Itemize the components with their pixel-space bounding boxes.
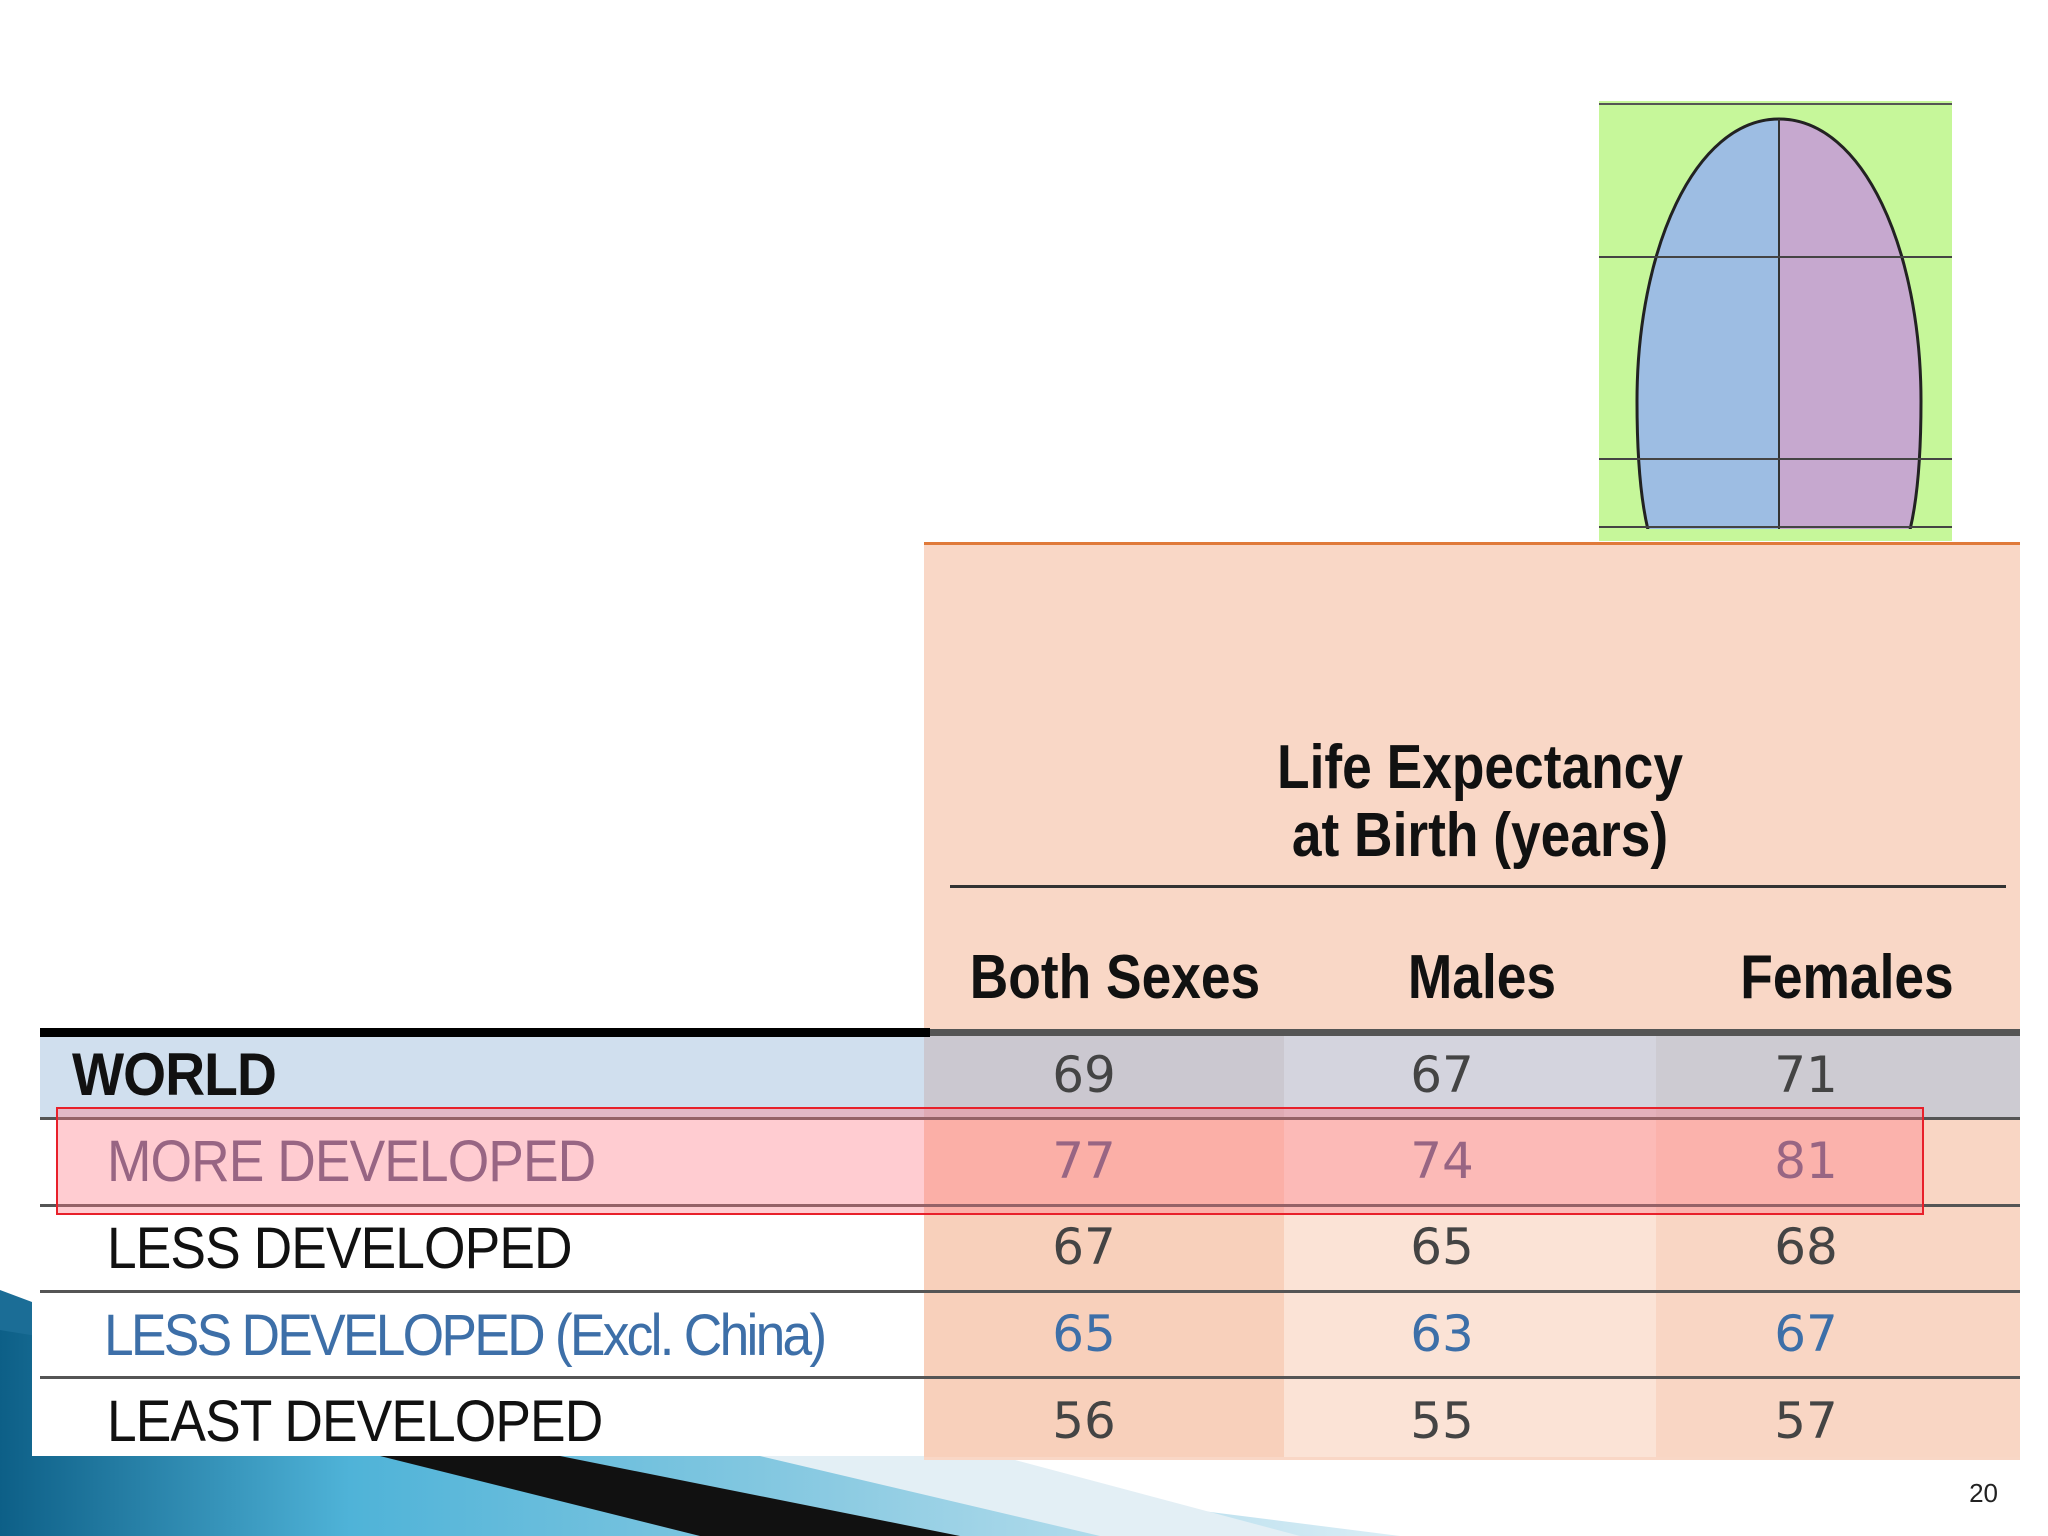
row-label-less-developed: LESS DEVELOPED (107, 1216, 573, 1281)
cell-world-both: 69 (1052, 1046, 1116, 1104)
cell-world-males: 67 (1410, 1046, 1474, 1104)
col-header-males: Males (1407, 943, 1557, 1012)
cell-less-females: 68 (1774, 1218, 1838, 1276)
cell-least-males: 55 (1410, 1392, 1474, 1450)
row-label-more-developed: MORE DEVELOPED (107, 1129, 596, 1194)
world-row-bg-females (1656, 1034, 2020, 1119)
cell-less-excl-females: 67 (1774, 1305, 1838, 1363)
cell-least-both: 56 (1052, 1392, 1116, 1450)
world-row-bg-males (1284, 1034, 1656, 1119)
table-title-line2: at Birth (years) (1291, 801, 1669, 870)
slide-page-number: 20 (1969, 1478, 1998, 1508)
egg-shaped-population-graphic (1599, 101, 1952, 541)
cell-more-females: 81 (1774, 1132, 1838, 1190)
header-rule-thick-right (930, 1029, 2020, 1036)
row-label-least-developed: LEAST DEVELOPED (107, 1389, 603, 1454)
row-label-less-developed-excl-china: LESS DEVELOPED (Excl. China) (104, 1303, 827, 1368)
row-divider (40, 1204, 2020, 1207)
row-label-world: WORLD (72, 1041, 277, 1108)
cell-less-excl-males: 63 (1410, 1305, 1474, 1363)
table-title-line1: Life Expectancy (1276, 733, 1684, 802)
cell-less-both: 67 (1052, 1218, 1116, 1276)
row-divider (40, 1290, 2020, 1293)
cell-more-both: 77 (1052, 1132, 1116, 1190)
col-header-females: Females (1740, 943, 1954, 1012)
world-row-bg-both (924, 1034, 1284, 1119)
header-rule-thick (40, 1028, 930, 1037)
cell-less-excl-both: 65 (1052, 1305, 1116, 1363)
cell-less-males: 65 (1410, 1218, 1474, 1276)
row-divider (40, 1117, 2020, 1120)
slide-footer-decoration (0, 1290, 1400, 1536)
col-header-both-sexes: Both Sexes (969, 943, 1261, 1012)
cell-least-females: 57 (1774, 1392, 1838, 1450)
highlight-box-more-developed (56, 1107, 1924, 1215)
cell-more-males: 74 (1410, 1132, 1474, 1190)
row-divider (40, 1376, 2020, 1379)
world-row-bg (40, 1034, 925, 1119)
title-underline (950, 885, 2006, 888)
cell-world-females: 71 (1774, 1046, 1838, 1104)
